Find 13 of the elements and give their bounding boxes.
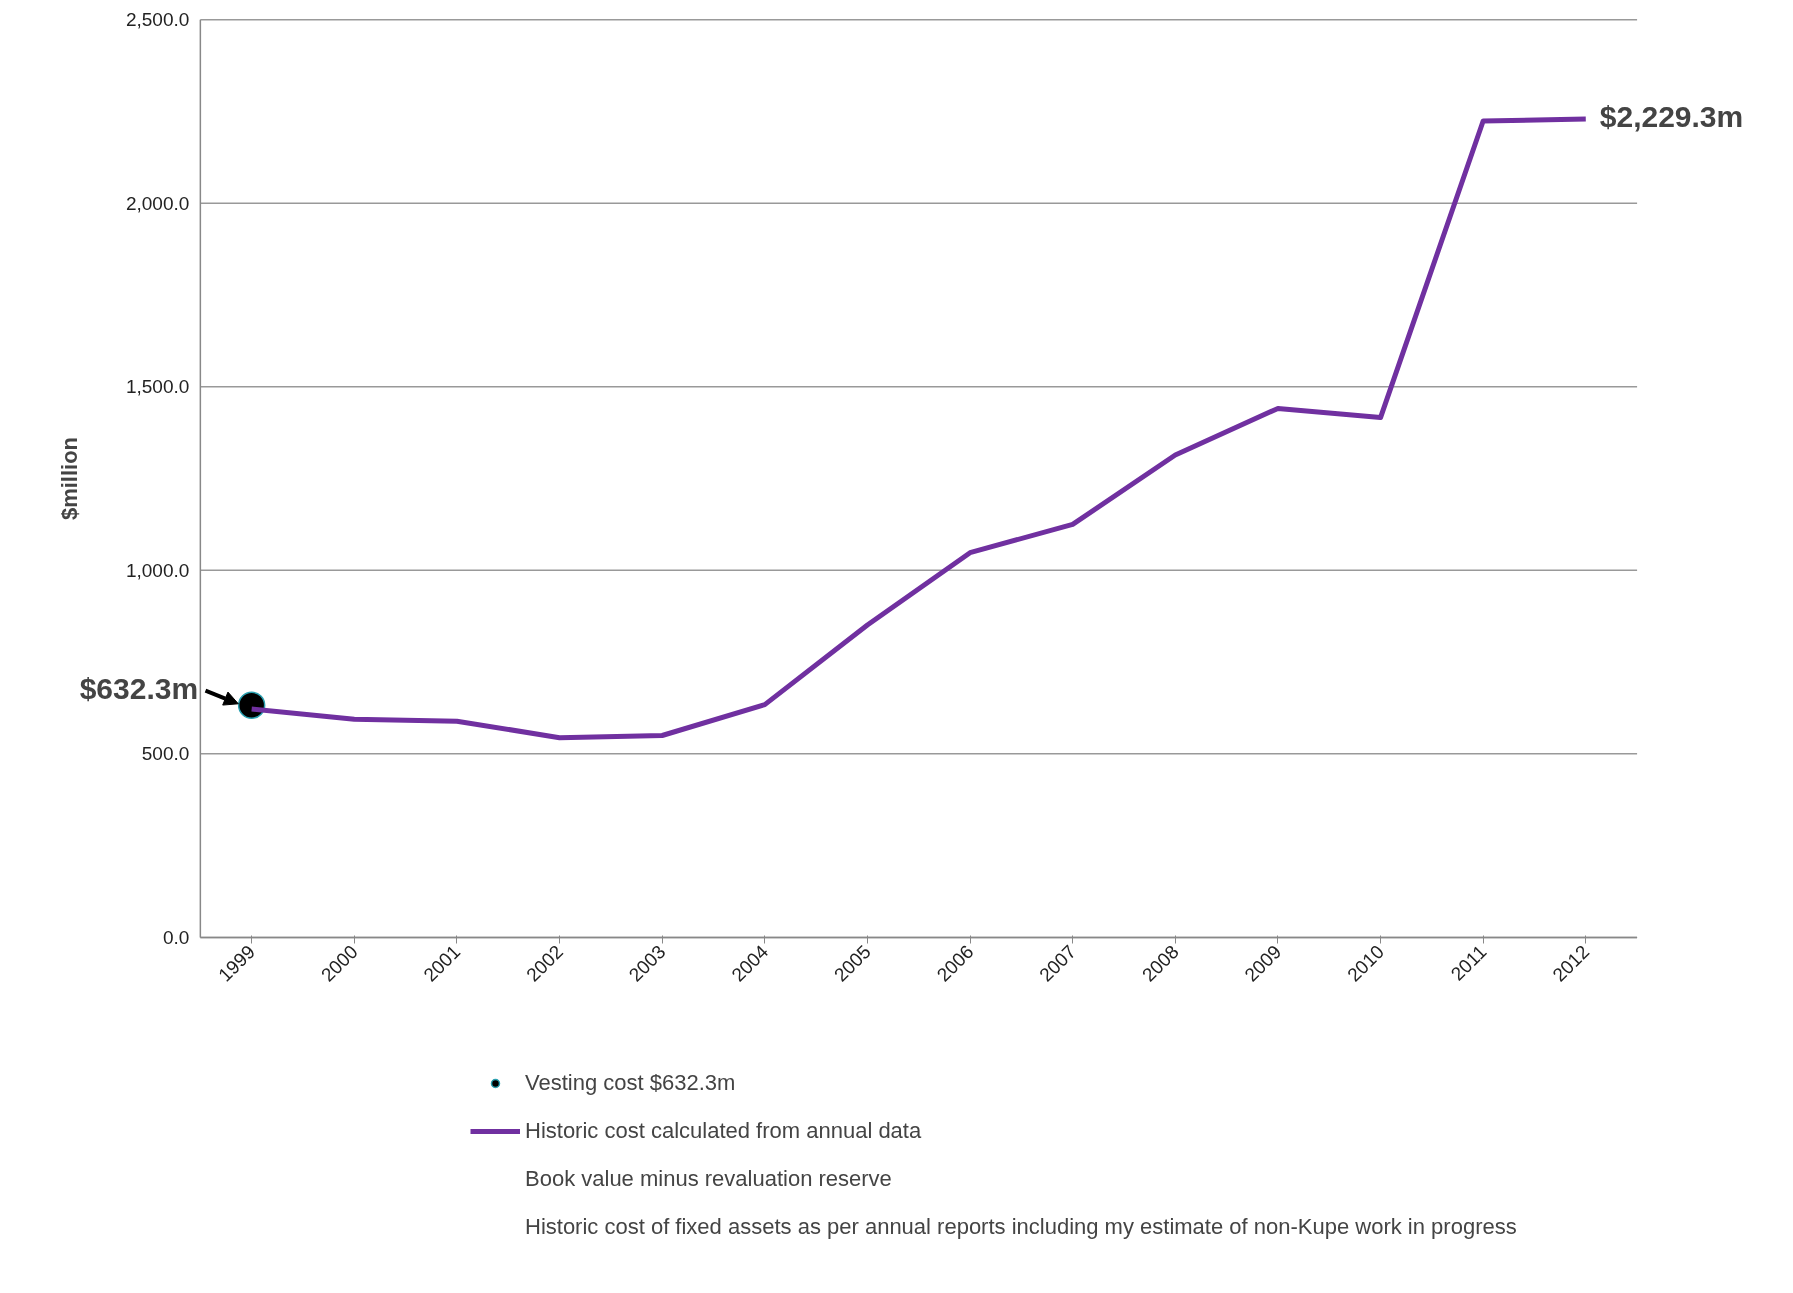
- legend-label: Historic cost calculated from annual data: [525, 1118, 922, 1144]
- annotation: $2,229.3m: [1599, 100, 1744, 134]
- y-tick-label: 0.0: [162, 926, 190, 948]
- y-tick-label: 2,500.0: [125, 9, 190, 31]
- legend-label: Vesting cost $632.3m: [525, 1070, 736, 1096]
- y-tick-label: 1,000.0: [125, 559, 190, 581]
- annotation: $632.3m: [79, 672, 199, 706]
- y-tick-label: 500.0: [141, 743, 190, 765]
- y-tick-label: 1,500.0: [125, 376, 190, 398]
- text: Historic cost of fixed assets as per annual reports including my estimate of non-Kupe work in progress: [525, 1214, 1517, 1240]
- text: Book value minus revaluation reserve: [525, 1166, 892, 1192]
- y-axis-title: $million: [57, 436, 83, 521]
- y-tick-label: 2,000.0: [125, 192, 190, 214]
